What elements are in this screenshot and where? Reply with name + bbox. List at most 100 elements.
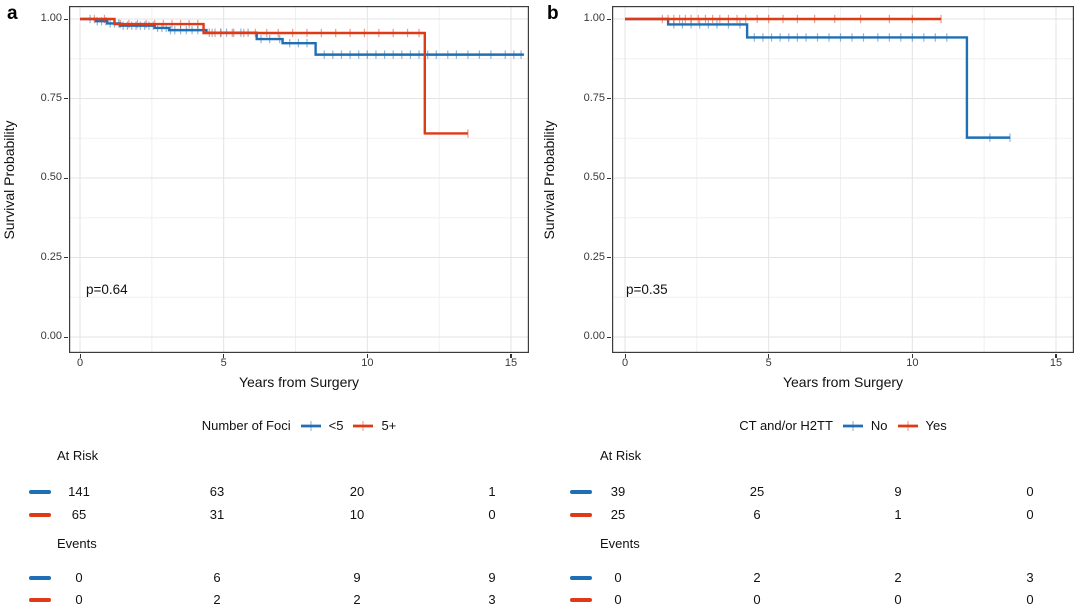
x-axis-title: Years from Surgery [782, 374, 904, 390]
y-axis-title: Survival Probability [541, 120, 557, 240]
risk-table-value: 20 [349, 484, 365, 499]
plot-area-a [69, 6, 529, 353]
y-axis-tick [607, 177, 611, 179]
risk-table-value: 0 [488, 507, 496, 522]
legend-key-line-icon [897, 419, 919, 433]
risk-table-value: 0 [614, 570, 622, 585]
risk-table-value: 9 [488, 570, 496, 585]
legend-key-line-icon [352, 419, 374, 433]
y-axis-tick [607, 98, 611, 100]
legend-key-line-icon [300, 419, 322, 433]
risk-table-value: 141 [68, 484, 90, 499]
risk-table-value: 25 [610, 507, 626, 522]
censor-marks-1 [93, 14, 469, 138]
legend-item-label: No [870, 418, 888, 433]
plot-area-b [612, 6, 1074, 353]
x-axis-title: Years from Surgery [238, 374, 360, 390]
censor-marks-0 [673, 20, 1011, 142]
risk-table-value: 6 [753, 507, 761, 522]
y-axis-tick [64, 257, 68, 259]
x-axis-tick [911, 353, 913, 358]
legend-title: Number of Foci [201, 418, 291, 433]
x-tick-label: 15 [1049, 357, 1063, 369]
risk-table-value: 10 [349, 507, 365, 522]
risk-table-value: 9 [353, 570, 361, 585]
survival-curve-1 [80, 17, 468, 135]
risk-table-value: 65 [71, 507, 87, 522]
risk-row-key-line [29, 513, 51, 517]
risk-row-key-line [29, 576, 51, 580]
y-axis-tick [64, 177, 68, 179]
legend-title: CT and/or H2TT [739, 418, 833, 433]
y-tick-label: 0.75 [40, 91, 62, 104]
risk-table-section-label: At Risk [600, 448, 642, 463]
x-axis-tick [223, 353, 225, 358]
y-tick-label: 1.00 [583, 12, 605, 24]
risk-table-value: 6 [213, 570, 221, 585]
y-axis-tick [607, 336, 611, 338]
legend-item-no: No [842, 418, 888, 433]
p-value-b: p=0.35 [626, 282, 668, 297]
risk-table-value: 3 [488, 592, 496, 607]
panel-b: b Survival Probability 0 5 10 15 1.00 0.75 0.5… [540, 0, 1080, 611]
y-tick-label: 1.00 [40, 12, 62, 24]
risk-table-value: 2 [894, 570, 902, 585]
x-axis-tick [79, 353, 81, 358]
risk-table-value: 0 [75, 592, 83, 607]
y-axis-title: Survival Probability [1, 120, 17, 240]
y-tick-label: 0.75 [583, 91, 605, 104]
y-axis-tick [64, 18, 68, 20]
legend-item-5plus: 5+ [352, 418, 396, 433]
x-axis-tick [366, 353, 368, 358]
legend-item-lt5: <5 [300, 418, 344, 433]
legend-item-yes: Yes [897, 418, 947, 433]
risk-table-value: 0 [1026, 484, 1034, 499]
risk-table-section-label: Events [600, 536, 640, 551]
x-tick-label: 5 [765, 357, 772, 369]
risk-row-key-line [570, 490, 592, 494]
risk-table-value: 2 [213, 592, 221, 607]
x-axis-tick [1055, 353, 1057, 358]
y-tick-label: 0.50 [40, 171, 62, 183]
risk-table-value: 1 [894, 507, 902, 522]
risk-row-key-line [29, 598, 51, 602]
risk-table-value: 3 [1026, 570, 1034, 585]
x-axis-tick [624, 353, 626, 358]
risk-table-value: 0 [753, 592, 761, 607]
x-tick-label: 10 [361, 357, 374, 369]
survival-curve-0 [80, 17, 524, 56]
legend-a: Number of Foci <5 5+ [69, 418, 529, 433]
risk-table-section-label: Events [57, 536, 97, 551]
x-axis-tick [768, 353, 770, 358]
panel-label-a: a [7, 3, 18, 24]
censor-marks-1 [661, 14, 942, 24]
y-tick-label: 0.25 [40, 250, 62, 263]
x-tick-label: 0 [76, 357, 84, 369]
panel-a: a Survival Probability 0 5 10 15 1.00 0.75 0.5… [1, 3, 529, 607]
risk-table-value: 25 [749, 484, 765, 499]
x-tick-label: 15 [504, 357, 518, 369]
risk-row-key-line [570, 598, 592, 602]
legend-b: CT and/or H2TT No Yes [612, 418, 1074, 433]
y-tick-label: 0.00 [40, 330, 62, 342]
risk-table-value: 9 [894, 484, 902, 499]
y-tick-label: 0.00 [583, 330, 605, 342]
y-tick-label: 0.50 [583, 171, 605, 183]
x-tick-label: 0 [621, 357, 629, 369]
y-axis-tick [64, 336, 68, 338]
risk-table-value: 2 [353, 592, 361, 607]
panel-border [69, 6, 529, 353]
x-tick-label: 5 [220, 357, 227, 369]
risk-table-value: 0 [614, 592, 622, 607]
risk-row-key-line [29, 490, 51, 494]
y-axis-tick [607, 257, 611, 259]
legend-item-label: <5 [328, 418, 344, 433]
risk-table-value: 0 [75, 570, 83, 585]
y-tick-label: 0.25 [583, 250, 605, 263]
legend-item-label: 5+ [381, 418, 397, 433]
p-value-a: p=0.64 [86, 282, 128, 297]
risk-row-key-line [570, 576, 592, 580]
risk-row-key-line [570, 513, 592, 517]
y-axis-tick [64, 98, 68, 100]
